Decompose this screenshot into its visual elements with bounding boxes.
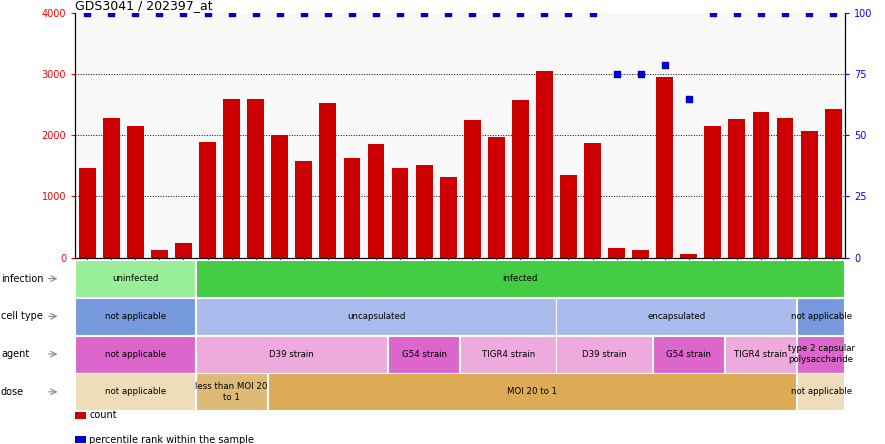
Text: percentile rank within the sample: percentile rank within the sample bbox=[89, 435, 254, 444]
Point bbox=[466, 10, 480, 17]
Point bbox=[273, 10, 287, 17]
Text: D39 strain: D39 strain bbox=[582, 349, 627, 359]
Bar bbox=[223, 99, 240, 258]
Bar bbox=[416, 165, 433, 258]
Point bbox=[561, 10, 575, 17]
Bar bbox=[127, 126, 143, 258]
Text: not applicable: not applicable bbox=[790, 312, 851, 321]
Point bbox=[802, 10, 816, 17]
Bar bbox=[79, 168, 96, 258]
Text: TIGR4 strain: TIGR4 strain bbox=[481, 349, 535, 359]
Bar bbox=[319, 103, 336, 258]
Text: TIGR4 strain: TIGR4 strain bbox=[735, 349, 788, 359]
Point bbox=[320, 10, 335, 17]
Text: MOI 20 to 1: MOI 20 to 1 bbox=[507, 387, 558, 396]
Point bbox=[296, 10, 311, 17]
Bar bbox=[728, 119, 745, 258]
Text: not applicable: not applicable bbox=[104, 349, 166, 359]
Point bbox=[658, 61, 672, 68]
Bar bbox=[825, 109, 842, 258]
Point bbox=[225, 10, 239, 17]
Text: count: count bbox=[89, 410, 117, 420]
Text: not applicable: not applicable bbox=[104, 387, 166, 396]
Point bbox=[369, 10, 383, 17]
Text: cell type: cell type bbox=[1, 311, 42, 321]
Text: infection: infection bbox=[1, 274, 43, 284]
Bar bbox=[512, 100, 528, 258]
Text: encapsulated: encapsulated bbox=[648, 312, 706, 321]
Point bbox=[128, 10, 142, 17]
Point bbox=[417, 10, 431, 17]
Point bbox=[826, 10, 840, 17]
Text: uncapsulated: uncapsulated bbox=[347, 312, 405, 321]
Bar bbox=[151, 250, 168, 258]
Bar bbox=[657, 77, 673, 258]
Bar bbox=[103, 118, 119, 258]
Bar bbox=[367, 144, 384, 258]
Bar bbox=[632, 250, 649, 258]
Text: uninfected: uninfected bbox=[112, 274, 158, 283]
Point bbox=[610, 71, 624, 78]
Point bbox=[249, 10, 263, 17]
Text: dose: dose bbox=[1, 387, 24, 397]
Bar bbox=[777, 119, 794, 258]
Point bbox=[634, 71, 648, 78]
Point bbox=[489, 10, 504, 17]
Text: not applicable: not applicable bbox=[790, 387, 851, 396]
Point bbox=[754, 10, 768, 17]
Bar bbox=[247, 99, 264, 258]
Bar bbox=[488, 137, 504, 258]
Text: G54 strain: G54 strain bbox=[402, 349, 447, 359]
Text: agent: agent bbox=[1, 349, 29, 359]
Bar bbox=[560, 175, 577, 258]
Text: less than MOI 20
to 1: less than MOI 20 to 1 bbox=[196, 382, 268, 401]
Bar bbox=[752, 111, 769, 258]
Bar bbox=[175, 243, 192, 258]
Point bbox=[393, 10, 407, 17]
Point bbox=[778, 10, 792, 17]
Point bbox=[586, 10, 600, 17]
Bar bbox=[681, 254, 697, 258]
Point bbox=[345, 10, 359, 17]
Point bbox=[441, 10, 455, 17]
Point bbox=[152, 10, 166, 17]
Text: G54 strain: G54 strain bbox=[666, 349, 712, 359]
Bar bbox=[272, 135, 289, 258]
Text: infected: infected bbox=[503, 274, 538, 283]
Point bbox=[730, 10, 744, 17]
Point bbox=[513, 10, 527, 17]
Point bbox=[201, 10, 215, 17]
Point bbox=[104, 10, 119, 17]
Point bbox=[705, 10, 720, 17]
Text: D39 strain: D39 strain bbox=[269, 349, 314, 359]
Point bbox=[81, 10, 95, 17]
Bar bbox=[392, 168, 409, 258]
Bar bbox=[704, 126, 721, 258]
Bar bbox=[296, 161, 312, 258]
Text: not applicable: not applicable bbox=[104, 312, 166, 321]
Bar bbox=[464, 119, 481, 258]
Bar bbox=[584, 143, 601, 258]
Bar bbox=[199, 142, 216, 258]
Bar bbox=[343, 158, 360, 258]
Text: GDS3041 / 202397_at: GDS3041 / 202397_at bbox=[75, 0, 213, 12]
Point bbox=[176, 10, 190, 17]
Text: type 2 capsular
polysaccharide: type 2 capsular polysaccharide bbox=[788, 345, 855, 364]
Bar bbox=[608, 248, 625, 258]
Bar bbox=[536, 71, 553, 258]
Bar bbox=[440, 177, 457, 258]
Point bbox=[681, 95, 696, 103]
Point bbox=[537, 10, 551, 17]
Bar bbox=[801, 131, 818, 258]
